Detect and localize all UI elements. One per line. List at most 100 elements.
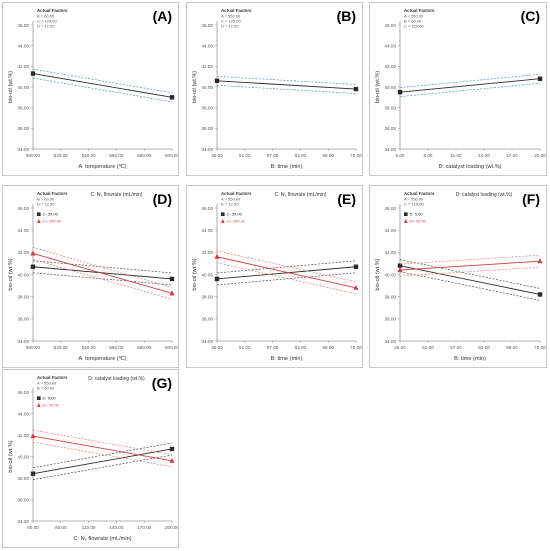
x-tick-label: 75.00 <box>350 345 362 350</box>
x-tick-label: 57.00 <box>267 345 279 350</box>
legend-actual-item: C = 125.00 <box>404 202 424 207</box>
x-tick-label: 200.00 <box>165 525 178 530</box>
legend-series-label: C+ 200.00 <box>227 219 246 224</box>
legend-item: C = 125.00 <box>404 24 424 29</box>
panel-label: (C) <box>520 8 540 24</box>
ci-lower-line <box>32 441 173 468</box>
ci-lower-line <box>32 77 173 103</box>
y-tick-label: 36.00 <box>18 317 30 322</box>
y-tick-label: 42.00 <box>18 250 30 255</box>
chart-svg: 34.00 36.00 38.00 40.00 42.00 44.00 46.00 500.0… <box>8 191 178 362</box>
x-tick-label: 600.00 <box>165 345 178 350</box>
legend-marker-triangle <box>221 219 225 223</box>
legend-series-label: C+ 200.00 <box>43 219 62 224</box>
legend-item: D = 12.50 <box>37 24 55 29</box>
y-tick-label: 46.00 <box>202 23 214 28</box>
data-point-square <box>353 264 359 269</box>
ci-upper-line <box>216 260 357 274</box>
y-tick-label: 38.00 <box>202 105 214 110</box>
data-point-square <box>169 446 175 452</box>
x-tick-label: 63.00 <box>295 153 307 158</box>
legend-title: Actual Factors <box>404 8 435 13</box>
ci-upper-line <box>32 442 173 469</box>
y-tick-label: 44.00 <box>202 228 214 233</box>
y-tick-label: 36.00 <box>202 317 214 322</box>
y-tick-label: 40.00 <box>18 454 30 459</box>
ci-lower-line <box>32 454 173 481</box>
legend-item: B = 60.00 <box>37 14 55 19</box>
legend-series-label: D- 5.00 <box>43 396 57 401</box>
x-tick-label: 80.00 <box>55 525 67 530</box>
ci-upper-line <box>32 260 173 274</box>
y-tick-label: 38.00 <box>202 294 214 299</box>
y-tick-label: 40.00 <box>202 272 214 277</box>
legend-series-label: C- 50.00 <box>43 212 59 217</box>
data-point-square <box>30 471 36 476</box>
legend-marker-triangle <box>404 219 408 223</box>
legend-actual-item: D = 12.50 <box>221 202 239 207</box>
legend-factor-title: D: catalyst loading (wt.%) <box>88 376 145 382</box>
data-point-triangle <box>30 433 36 439</box>
x-tick-label: 51.00 <box>239 345 251 350</box>
x-tick-label: 75.00 <box>350 153 362 158</box>
ci-lower-line <box>399 266 541 277</box>
x-tick-label: 51.00 <box>239 153 251 158</box>
chart-panel-a: (A) 34.00 36.00 38.00 40.00 42.00 44.00 46.00 50… <box>2 2 179 176</box>
legend-actual-item: A = 550.00 <box>221 197 241 202</box>
ci-upper-line <box>32 247 173 288</box>
ci-lower-line <box>32 259 173 300</box>
y-tick-label: 46.00 <box>385 23 397 28</box>
x-tick-label: 57.00 <box>267 153 279 158</box>
x-tick-label: 50.00 <box>27 525 39 530</box>
x-tick-label: 8.00 <box>424 153 433 158</box>
data-point-square <box>30 264 36 269</box>
chart-svg: 34.00 36.00 38.00 40.00 42.00 44.00 46.00 500.0… <box>8 8 178 170</box>
panel-label: (F) <box>522 191 540 207</box>
legend-marker-square <box>37 212 41 216</box>
x-tick-label: 520.00 <box>54 153 68 158</box>
y-tick-label: 44.00 <box>18 43 30 48</box>
ci-lower-line <box>216 84 357 94</box>
panel-label: (E) <box>337 191 356 207</box>
chart-panel-c: (C) 34.00 36.00 38.00 40.00 42.00 44.00 46.00 5.… <box>369 2 547 176</box>
y-tick-label: 34.00 <box>202 339 214 344</box>
y-tick-label: 46.00 <box>385 206 397 211</box>
data-point-square <box>30 71 36 76</box>
x-tick-label: 5.00 <box>396 153 405 158</box>
x-axis-title: B: time (min) <box>454 356 486 362</box>
data-point-triangle <box>537 258 543 264</box>
y-axis-title: bio-oil (wt.%) <box>8 258 14 290</box>
x-tick-label: 140.00 <box>109 525 123 530</box>
series-line <box>216 80 357 90</box>
x-tick-label: 560.00 <box>109 345 123 350</box>
legend-actual-item: A = 550.00 <box>404 197 424 202</box>
y-tick-label: 40.00 <box>18 272 30 277</box>
legend-actual-title: Actual Factors <box>37 191 68 196</box>
y-tick-label: 38.00 <box>18 294 30 299</box>
ci-lower-line <box>399 82 541 98</box>
y-tick-label: 40.00 <box>202 85 214 90</box>
y-tick-label: 34.00 <box>385 339 397 344</box>
x-tick-label: 500.00 <box>26 153 40 158</box>
legend-actual-item: B = 60.00 <box>37 197 55 202</box>
y-tick-label: 44.00 <box>18 411 30 416</box>
ci-upper-line <box>399 259 541 289</box>
y-tick-label: 44.00 <box>385 228 397 233</box>
y-tick-label: 46.00 <box>202 206 214 211</box>
legend-series-label: D+ 20.00 <box>43 403 60 408</box>
x-axis-title: C: N₂ flowrate (mL/min) <box>73 536 131 542</box>
data-point-square <box>537 292 543 297</box>
y-tick-label: 34.00 <box>18 147 30 152</box>
chart-panel-f: (F) 34.00 36.00 38.00 40.00 42.00 44.00 46.00 45… <box>369 185 547 368</box>
y-tick-label: 36.00 <box>385 126 397 131</box>
x-tick-label: 69.00 <box>322 153 334 158</box>
x-tick-label: 45.00 <box>211 153 223 158</box>
x-axis-title: A: temperature (ºC) <box>78 355 126 362</box>
legend-factor-title: C: N₂ flowrate (mL/min) <box>275 192 327 198</box>
ci-upper-line <box>216 250 357 283</box>
chart-svg: 34.00 36.00 38.00 40.00 42.00 44.00 46.00 45.00… <box>375 191 546 362</box>
ci-lower-line <box>399 271 541 301</box>
x-tick-label: 63.00 <box>295 345 307 350</box>
x-tick-label: 51.00 <box>422 345 434 350</box>
data-point-square <box>169 95 175 100</box>
